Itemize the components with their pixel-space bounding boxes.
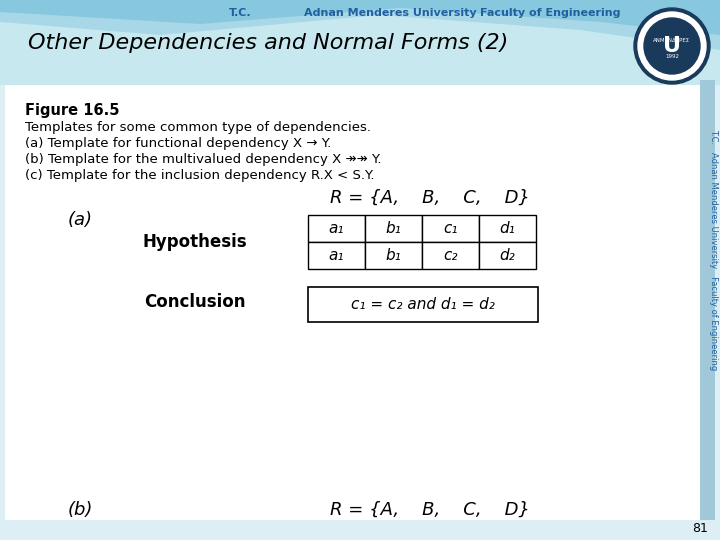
Text: Templates for some common type of dependencies.: Templates for some common type of depend… — [25, 120, 371, 133]
Circle shape — [644, 18, 700, 74]
Text: (c) Template for the inclusion dependency R.X < S.Y.: (c) Template for the inclusion dependenc… — [25, 168, 374, 181]
Text: (b): (b) — [67, 501, 93, 519]
Text: d₁: d₁ — [500, 221, 516, 236]
Text: (b) Template for the multivalued dependency X ↠↠ Y.: (b) Template for the multivalued depende… — [25, 152, 382, 165]
Text: 81: 81 — [692, 522, 708, 535]
Text: ΑΝΜΕΝΔΕΡΕΣ: ΑΝΜΕΝΔΕΡΕΣ — [653, 37, 690, 43]
Polygon shape — [0, 0, 720, 50]
FancyBboxPatch shape — [479, 242, 536, 269]
FancyBboxPatch shape — [365, 242, 422, 269]
FancyBboxPatch shape — [479, 215, 536, 242]
Text: c₁: c₁ — [444, 221, 458, 236]
Text: Faculty of Engineering: Faculty of Engineering — [480, 8, 620, 18]
Text: R = {A,    B,    C,    D}: R = {A, B, C, D} — [330, 501, 530, 519]
Text: R = {A,    B,    C,    D}: R = {A, B, C, D} — [330, 189, 530, 207]
Text: Figure 16.5: Figure 16.5 — [25, 103, 120, 118]
Text: Adnan Menderes University: Adnan Menderes University — [304, 8, 477, 18]
Text: Hypothesis: Hypothesis — [143, 233, 247, 251]
Circle shape — [638, 12, 706, 80]
Circle shape — [634, 8, 710, 84]
Text: Other Dependencies and Normal Forms (2): Other Dependencies and Normal Forms (2) — [28, 33, 508, 53]
Text: c₁ = c₂ and d₁ = d₂: c₁ = c₂ and d₁ = d₂ — [351, 297, 495, 312]
Text: a₁: a₁ — [329, 221, 344, 236]
FancyBboxPatch shape — [422, 215, 479, 242]
FancyBboxPatch shape — [365, 215, 422, 242]
FancyBboxPatch shape — [308, 242, 365, 269]
Text: a₁: a₁ — [329, 248, 344, 263]
Text: T.C.   Adnan Menderes University   Faculty of Engineering: T.C. Adnan Menderes University Faculty o… — [709, 130, 719, 370]
FancyBboxPatch shape — [308, 287, 538, 322]
Text: b₁: b₁ — [386, 221, 401, 236]
Text: (a) Template for functional dependency X → Y.: (a) Template for functional dependency X… — [25, 137, 331, 150]
Text: Conclusion: Conclusion — [144, 293, 246, 311]
Polygon shape — [0, 0, 720, 35]
FancyBboxPatch shape — [308, 215, 365, 242]
FancyBboxPatch shape — [700, 80, 715, 520]
FancyBboxPatch shape — [5, 80, 700, 520]
Text: c₂: c₂ — [444, 248, 458, 263]
FancyBboxPatch shape — [0, 0, 720, 85]
Text: T.C.: T.C. — [229, 8, 251, 18]
Text: 1992: 1992 — [665, 53, 679, 58]
Text: U: U — [663, 36, 681, 56]
FancyBboxPatch shape — [422, 242, 479, 269]
Text: (a): (a) — [68, 211, 92, 229]
Text: d₂: d₂ — [500, 248, 516, 263]
Text: b₁: b₁ — [386, 248, 401, 263]
